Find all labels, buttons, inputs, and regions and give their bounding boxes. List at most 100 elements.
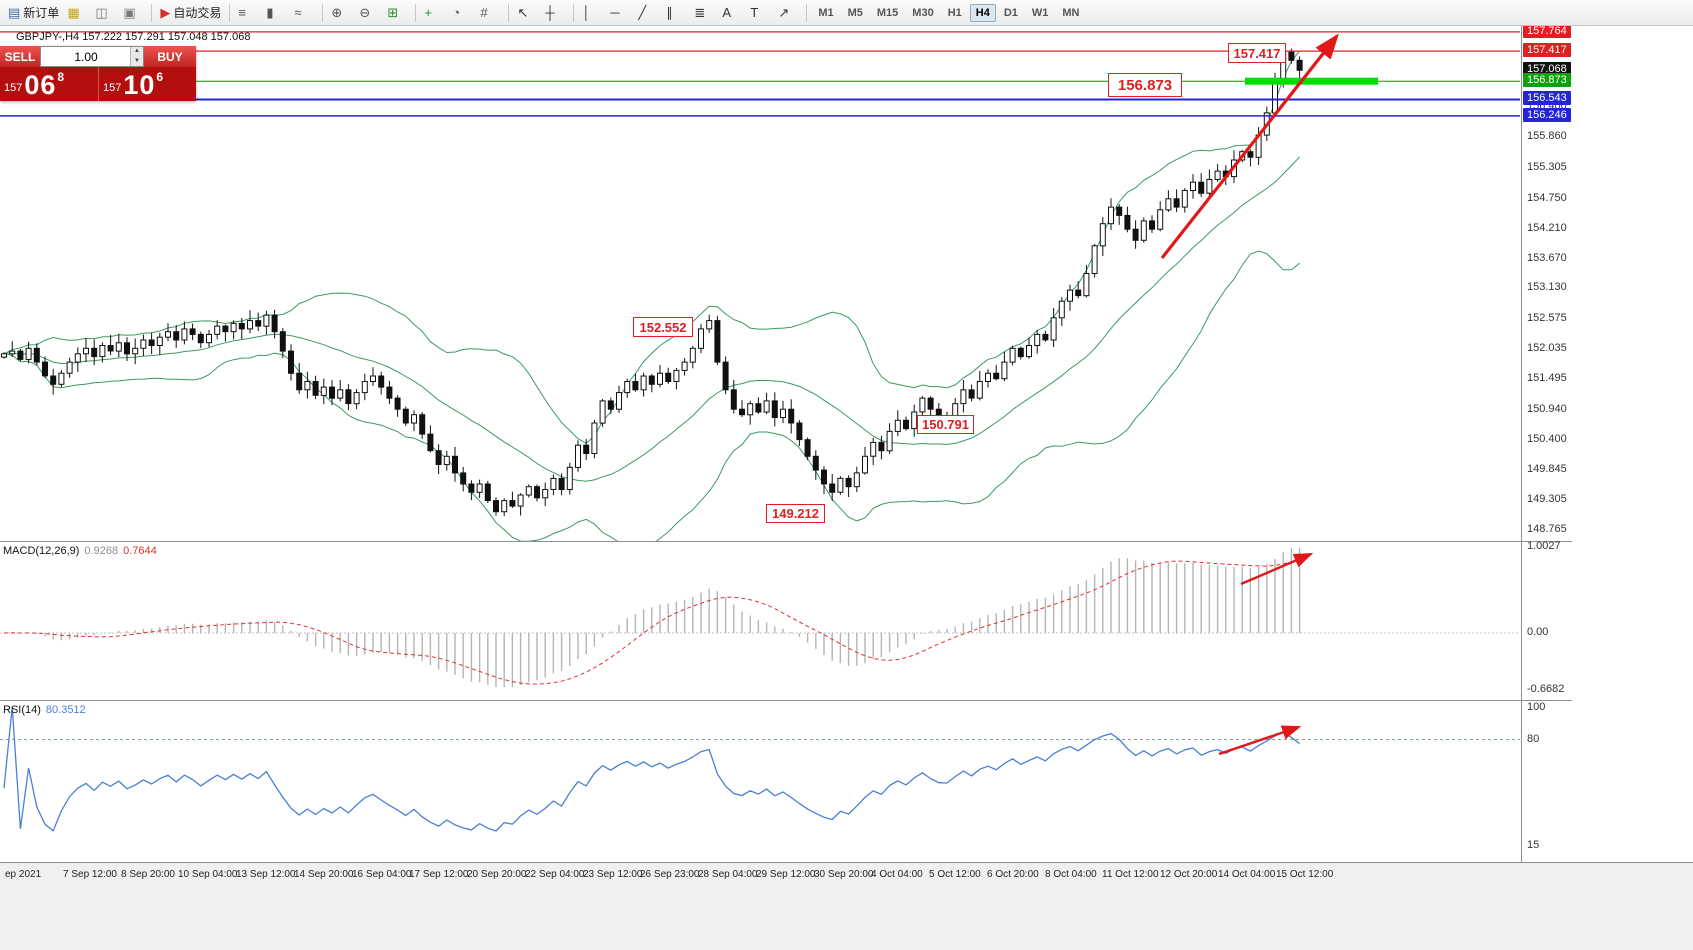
price-scale-tick: 150.940: [1527, 403, 1567, 415]
timeframe-h1[interactable]: H1: [947, 6, 962, 19]
price-scale-border: [1521, 26, 1522, 862]
chart-candles-button[interactable]: ▮: [262, 2, 290, 24]
fibonacci-button[interactable]: ≣: [690, 2, 718, 24]
price-annotation[interactable]: 149.212: [766, 504, 825, 523]
buy-price-prefix: 157: [103, 82, 122, 94]
time-axis-label: 4 Oct 04:00: [871, 869, 923, 880]
new-order-icon: ▤: [8, 4, 21, 20]
zoom-in-button[interactable]: ⊕: [327, 2, 355, 24]
panel-separator[interactable]: [0, 541, 1572, 542]
channel-icon: ∥: [666, 4, 673, 20]
sell-price-display[interactable]: 157 06 8: [0, 67, 98, 101]
toolbar-separator: [806, 3, 808, 22]
price-scale-tick: 149.305: [1527, 493, 1567, 505]
trendline-icon: ╱: [638, 4, 647, 20]
text-icon: A: [722, 4, 731, 20]
time-axis-label: 7 Sep 12:00: [63, 869, 117, 880]
time-axis-label: 6 Oct 20:00: [987, 869, 1039, 880]
horizontal-line-button[interactable]: ─: [606, 2, 634, 24]
timeframe-m1[interactable]: M1: [818, 6, 834, 19]
toolbar-separator: [151, 3, 153, 22]
price-scale-badge: 157.417: [1523, 43, 1571, 57]
buy-price-display[interactable]: 157 10 6: [98, 67, 196, 101]
indicators-icon: +: [424, 4, 432, 20]
sell-button[interactable]: SELL: [0, 46, 40, 67]
volume-down-icon[interactable]: ▼: [130, 56, 143, 66]
rsi-scale-tick: 80: [1527, 733, 1540, 745]
profiles-icon: ◫: [95, 4, 108, 20]
one-click-controls: SELL ▲ ▼ BUY: [0, 46, 196, 67]
text-button[interactable]: A: [718, 2, 746, 24]
chart-candles-icon: ▮: [266, 4, 274, 20]
rsi-value: 80.3512: [45, 704, 86, 716]
time-axis-label: ep 2021: [5, 869, 42, 880]
print-button[interactable]: ▣: [119, 2, 147, 24]
price-annotation[interactable]: 157.417: [1228, 43, 1286, 63]
profiles-button[interactable]: ◫: [91, 2, 119, 24]
one-click-trading-panel: SELL ▲ ▼ BUY 157 06 8 157: [0, 46, 196, 101]
periods-button[interactable]: ◔: [448, 2, 476, 24]
timeframe-m5[interactable]: M5: [847, 6, 863, 19]
volume-stepper: ▲ ▼: [130, 47, 143, 66]
time-axis-label: 20 Sep 20:00: [467, 869, 527, 880]
volume-input[interactable]: [41, 49, 143, 64]
rsi-label: RSI(14) 80.3512: [3, 704, 86, 716]
timeframe-m15[interactable]: M15: [876, 6, 899, 19]
time-axis-label: 17 Sep 12:00: [409, 869, 469, 880]
rsi-scale-tick: 15: [1527, 839, 1540, 851]
volume-up-icon[interactable]: ▲: [130, 47, 143, 57]
horizontal-line-icon: ─: [610, 4, 620, 20]
new-order-label: 新订单: [23, 6, 60, 20]
price-annotation[interactable]: 156.873: [1108, 73, 1182, 97]
grid-button[interactable]: #: [476, 2, 504, 24]
zoom-in-icon: ⊕: [331, 4, 343, 20]
new-chart-button[interactable]: ▦: [63, 2, 91, 24]
trendline-button[interactable]: ╱: [634, 2, 662, 24]
arrows-tool-button[interactable]: ↗: [774, 2, 802, 24]
price-scale-badge: 156.873: [1523, 73, 1571, 87]
price-annotation[interactable]: 152.552: [633, 317, 693, 337]
toolbar-separator: [415, 3, 417, 22]
toolbar: ▤ 新订单 ▦ ◫ ▣ ▶ 自动交易 ≡ ▮ ≈ ⊕ ⊖ ⊞ + ◔ # ↖ ┼ │ ─ ╱ ∥ ≣ A T ↗ M1 M5 M15 M3…: [0, 0, 1693, 26]
crosshair-button[interactable]: ┼: [541, 2, 569, 24]
rsi-scale-tick: 100: [1527, 701, 1546, 713]
price-chart-canvas[interactable]: [0, 26, 1520, 541]
timeframe-mn[interactable]: MN: [1062, 6, 1080, 19]
indicators-button[interactable]: +: [420, 2, 448, 24]
price-scale-tick: 152.035: [1527, 342, 1567, 354]
price-scale-badge: 156.246: [1523, 108, 1571, 122]
timeframe-h4[interactable]: H4: [969, 3, 996, 22]
time-axis-label: 14 Oct 04:00: [1218, 869, 1276, 880]
channel-button[interactable]: ∥: [662, 2, 690, 24]
rsi-indicator-canvas[interactable]: [0, 701, 1520, 862]
price-scale-tick: 152.575: [1527, 312, 1567, 324]
macd-main-value: 0.9268: [84, 545, 119, 557]
cursor-button[interactable]: ↖: [513, 2, 541, 24]
price-scale-tick: 151.495: [1527, 372, 1567, 384]
time-axis-label: 5 Oct 12:00: [929, 869, 981, 880]
timeframe-w1[interactable]: W1: [1031, 6, 1049, 19]
autotrading-button[interactable]: ▶ 自动交易: [156, 2, 225, 24]
tile-windows-button[interactable]: ⊞: [383, 2, 411, 24]
buy-button[interactable]: BUY: [144, 46, 196, 67]
zoom-out-button[interactable]: ⊖: [355, 2, 383, 24]
macd-indicator-canvas[interactable]: [0, 542, 1520, 700]
new-chart-icon: ▦: [67, 4, 80, 20]
price-annotation[interactable]: 150.791: [917, 415, 974, 434]
macd-scale-tick: 1.0027: [1527, 540, 1561, 552]
panel-separator[interactable]: [0, 700, 1572, 701]
chart-bars-button[interactable]: ≡: [234, 2, 262, 24]
time-axis-label: 8 Oct 04:00: [1045, 869, 1097, 880]
price-scale-tick: 155.305: [1527, 161, 1567, 173]
new-order-button[interactable]: ▤ 新订单: [4, 2, 63, 24]
chart-line-button[interactable]: ≈: [290, 2, 318, 24]
timeframe-m30[interactable]: M30: [912, 6, 934, 19]
price-scale-tick: 154.750: [1527, 192, 1567, 204]
time-axis[interactable]: ep 2021 7 Sep 12:00 8 Sep 20:00 10 Sep 04:0…: [0, 862, 1693, 950]
vertical-line-button[interactable]: │: [578, 2, 606, 24]
label-button[interactable]: T: [746, 2, 774, 24]
volume-box: ▲ ▼: [40, 46, 144, 67]
print-icon: ▣: [123, 4, 136, 20]
macd-label: MACD(12,26,9) 0.9268 0.7644: [3, 545, 157, 557]
timeframe-d1[interactable]: D1: [1003, 6, 1018, 19]
